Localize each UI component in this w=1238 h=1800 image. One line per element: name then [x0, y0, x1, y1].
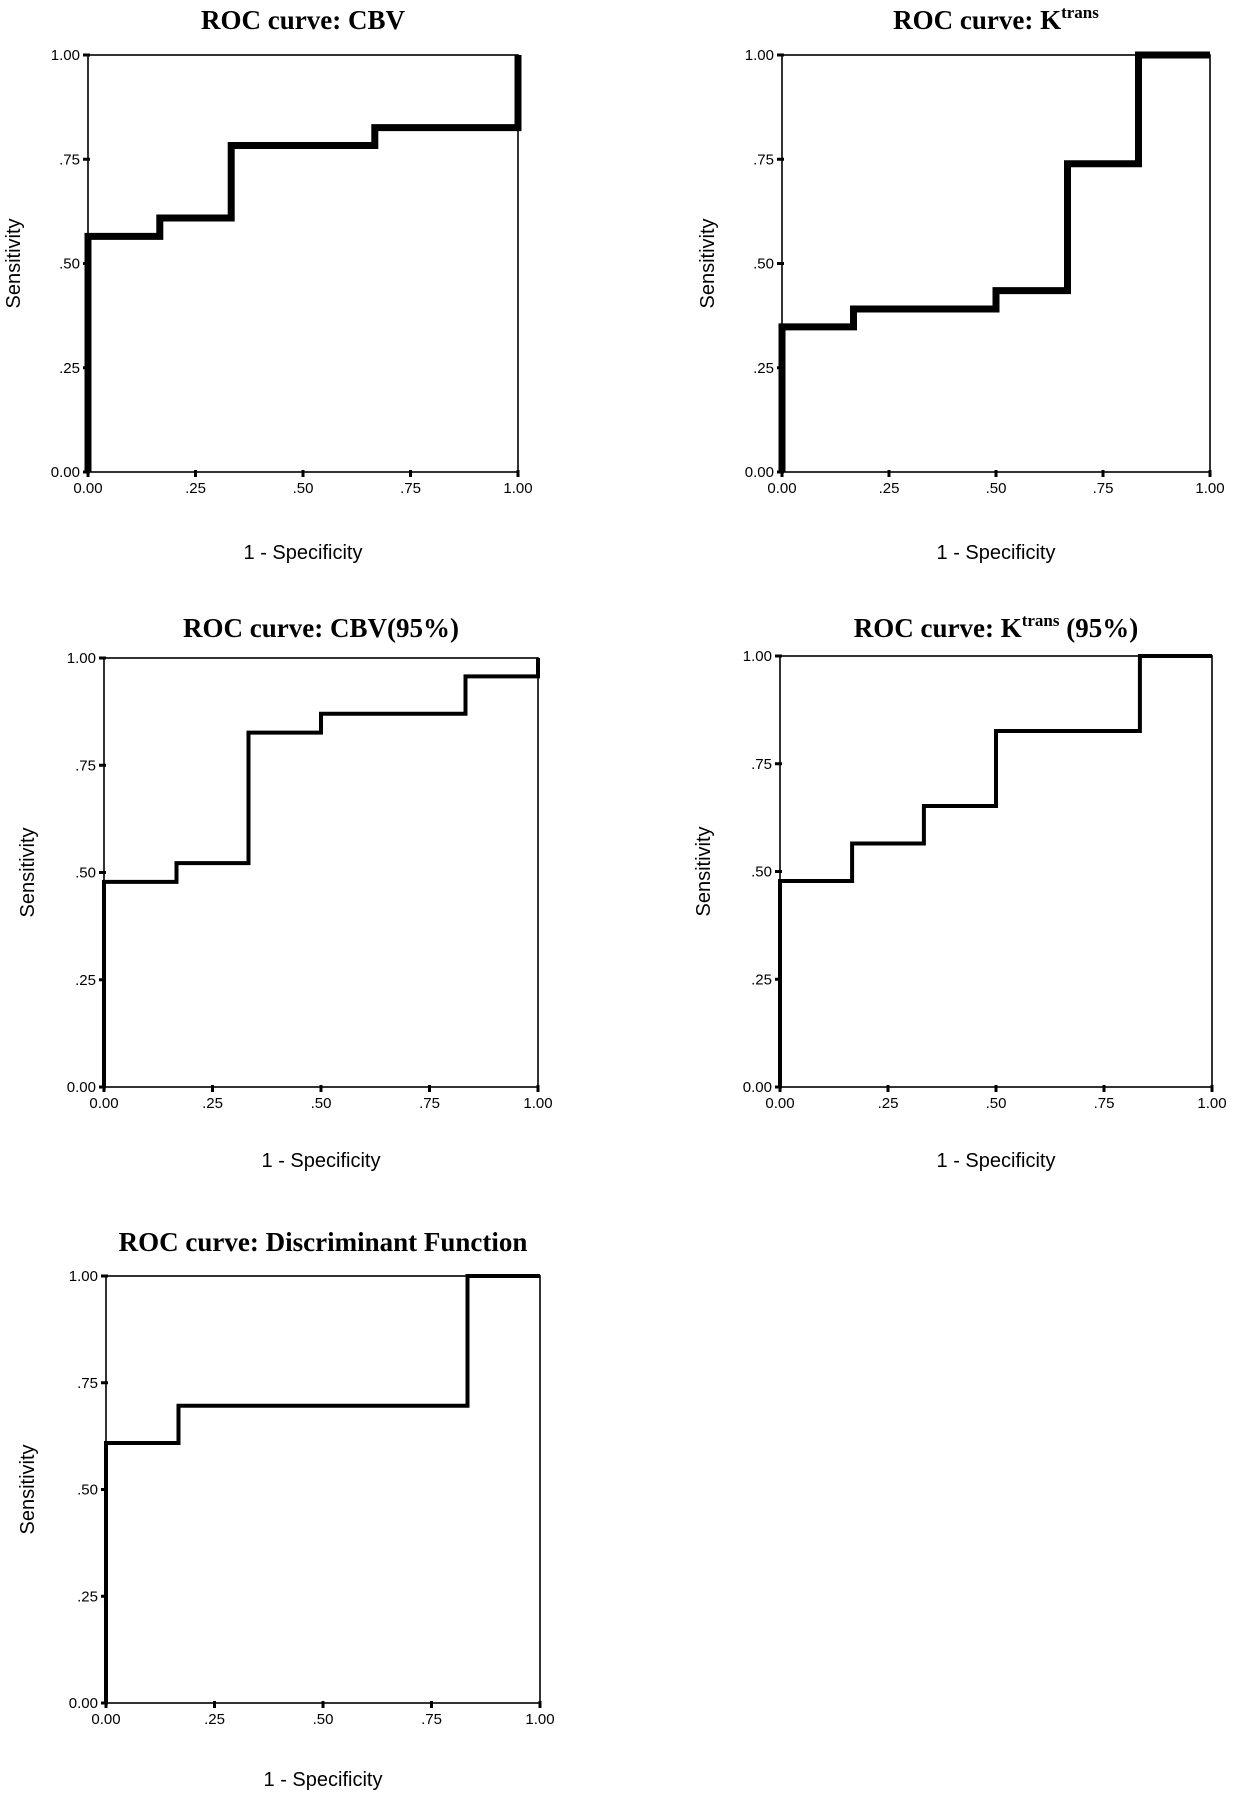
y-tick-label: 0.00: [51, 464, 80, 481]
x-tick-label: .75: [1093, 480, 1114, 497]
y-tick-label: .50: [751, 864, 772, 881]
roc-curve-line: [778, 654, 1212, 1087]
roc-curve-line: [104, 1274, 540, 1703]
x-tick-label: 1.00: [525, 1711, 554, 1728]
y-tick-label: .25: [751, 971, 772, 988]
y-tick-label: .75: [77, 1375, 98, 1392]
roc-chart-3: ROC curve: CBV(95%) 0.00 .25 .50 .75 1.00 0.00…: [17, 613, 553, 1172]
chart-title-suffix: (95%): [1060, 613, 1139, 643]
y-axis-label: Sensitivity: [17, 827, 39, 917]
x-tick-label: .25: [879, 480, 900, 497]
x-tick-label: .75: [421, 1711, 442, 1728]
x-tick-label: 1.00: [523, 1095, 552, 1112]
y-axis-label: Sensitivity: [17, 1444, 39, 1534]
y-tick-label: .50: [77, 1482, 98, 1499]
chart-title: ROC curve: Ktrans: [893, 3, 1099, 35]
y-tick-label: 1.00: [51, 47, 80, 64]
chart-title-base: ROC curve: K: [893, 5, 1061, 35]
chart-title: ROC curve: CBV(95%): [183, 613, 459, 643]
roc-chart-5: ROC curve: Discriminant Function 0.00 .25.…: [17, 1227, 555, 1791]
x-tick-label: .50: [293, 480, 314, 497]
x-axis-label: 1 - Specificity: [264, 1769, 383, 1791]
x-tick-label: .50: [986, 480, 1007, 497]
plot-frame: [105, 1275, 541, 1704]
x-tick-label: 0.00: [91, 1711, 120, 1728]
roc-chart-4: ROC curve: Ktrans (95%) 0.00 .25 .50 .75 1.00…: [693, 611, 1227, 1172]
plot-frame: [87, 54, 519, 473]
y-tick-label: 0.00: [67, 1079, 96, 1096]
x-tick-label: .25: [185, 480, 206, 497]
y-tick-label: 0.00: [69, 1695, 98, 1712]
x-tick-label: 0.00: [767, 480, 796, 497]
roc-curve-line: [84, 55, 522, 472]
y-tick-label: .75: [751, 756, 772, 773]
roc-curve-line: [778, 51, 1210, 472]
y-tick-label: .25: [75, 972, 96, 989]
x-tick-label: 0.00: [89, 1095, 118, 1112]
roc-chart-2: ROC curve: Ktrans 0.00 .25 .50 .75 1.00 0.00 .2…: [697, 3, 1225, 564]
x-tick-label: .75: [1094, 1095, 1115, 1112]
chart-title-base: ROC curve: K: [854, 613, 1022, 643]
x-axis-label: 1 - Specificity: [937, 1150, 1056, 1172]
y-tick-label: .25: [59, 360, 80, 377]
x-tick-label: 1.00: [1195, 480, 1224, 497]
y-tick-label: .25: [753, 360, 774, 377]
y-axis-label: Sensitivity: [693, 826, 715, 916]
x-axis-label: 1 - Specificity: [244, 542, 363, 564]
y-tick-label: .75: [75, 757, 96, 774]
y-tick-label: .50: [59, 256, 80, 273]
chart-title: ROC curve: CBV: [201, 5, 405, 35]
chart-title: ROC curve: Discriminant Function: [119, 1227, 528, 1257]
plot-frame: [779, 655, 1213, 1088]
y-tick-label: .25: [77, 1588, 98, 1605]
x-axis-label: 1 - Specificity: [262, 1150, 381, 1172]
chart-title-base: ROC curve: CBV(95%): [183, 613, 459, 643]
x-tick-label: 1.00: [503, 480, 532, 497]
x-tick-label: .25: [204, 1711, 225, 1728]
y-axis-label: Sensitivity: [697, 218, 719, 308]
x-tick-label: .50: [313, 1711, 334, 1728]
chart-title-superscript: trans: [1061, 3, 1099, 22]
y-tick-label: 1.00: [67, 650, 96, 667]
chart-title-base: ROC curve: Discriminant Function: [119, 1227, 528, 1257]
y-tick-label: .50: [75, 865, 96, 882]
y-tick-label: 0.00: [745, 464, 774, 481]
x-tick-label: .25: [878, 1095, 899, 1112]
y-tick-label: 1.00: [745, 47, 774, 64]
y-tick-label: .75: [59, 151, 80, 168]
y-tick-label: .75: [753, 151, 774, 168]
roc-curve-line: [102, 658, 540, 1087]
chart-title: ROC curve: Ktrans (95%): [854, 611, 1138, 643]
y-tick-label: 0.00: [743, 1079, 772, 1096]
chart-title-base: ROC curve: CBV: [201, 5, 405, 35]
x-tick-label: 1.00: [1197, 1095, 1226, 1112]
x-tick-label: .75: [400, 480, 421, 497]
roc-chart-1: ROC curve: CBV 0.00 .25 .50 .75 1.00 0.00 .25 .5…: [3, 5, 533, 564]
x-tick-label: .75: [419, 1095, 440, 1112]
x-tick-label: .50: [986, 1095, 1007, 1112]
y-axis-label: Sensitivity: [3, 218, 25, 308]
x-tick-label: .50: [311, 1095, 332, 1112]
y-tick-label: 1.00: [743, 648, 772, 665]
x-tick-label: 0.00: [73, 480, 102, 497]
x-tick-label: .25: [202, 1095, 223, 1112]
y-tick-label: .50: [753, 256, 774, 273]
y-tick-label: 1.00: [69, 1268, 98, 1285]
x-tick-label: 0.00: [765, 1095, 794, 1112]
x-axis-label: 1 - Specificity: [937, 542, 1056, 564]
chart-title-superscript: trans: [1022, 611, 1060, 630]
plot-frame: [781, 54, 1211, 473]
